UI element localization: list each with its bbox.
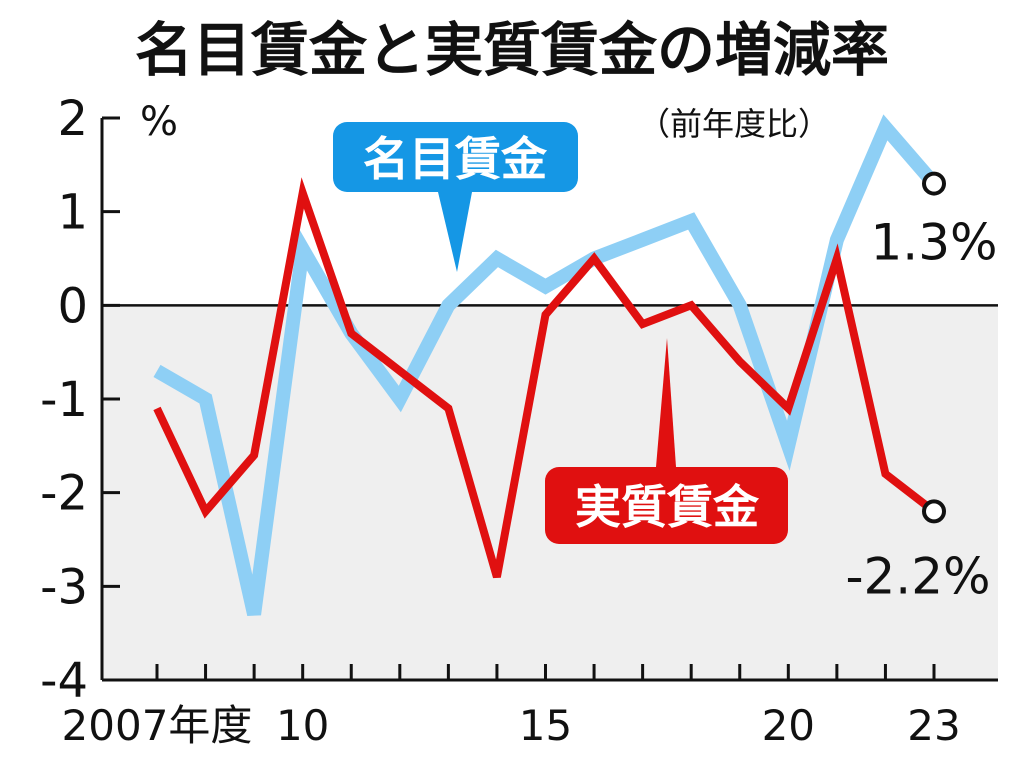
x-tick-label: 15: [519, 701, 572, 750]
real-wage-callout-label: 実質賃金: [575, 480, 760, 534]
y-tick-label: -2: [40, 466, 88, 522]
y-tick-label: -4: [40, 653, 88, 709]
nominal-wage-line: [153, 114, 940, 616]
y-tick-label: 0: [57, 278, 88, 334]
real-wage-end-label: -2.2%: [845, 547, 990, 605]
y-tick-label: -3: [40, 559, 88, 615]
x-tick-label: 2007年度: [62, 701, 253, 750]
real-wage-callout-box: [545, 467, 788, 544]
x-tick-label: 23: [907, 701, 960, 750]
y-tick-label: 2: [57, 91, 88, 147]
real-wage-callout-pointer: [656, 338, 676, 467]
nominal-wage-callout-box: [333, 122, 578, 192]
y-tick-label: 1: [57, 185, 88, 241]
x-tick-label: 10: [276, 701, 329, 750]
nominal-wage-end-label: 1.3%: [870, 214, 997, 272]
y-axis-unit: %: [140, 99, 178, 145]
real-wage-line: [153, 177, 937, 579]
y-tick-label: -1: [40, 372, 88, 428]
nominal-wage-callout-label: 名目賃金: [363, 132, 548, 186]
real-wage-end-marker: [922, 499, 946, 524]
x-tick-label: 20: [762, 701, 815, 750]
chart-subtitle: （前年度比）: [638, 105, 830, 143]
nominal-wage-end-marker: [922, 171, 946, 196]
nominal-wage-callout-pointer: [438, 192, 472, 272]
chart-title: 名目賃金と実質賃金の増減率: [135, 16, 889, 84]
